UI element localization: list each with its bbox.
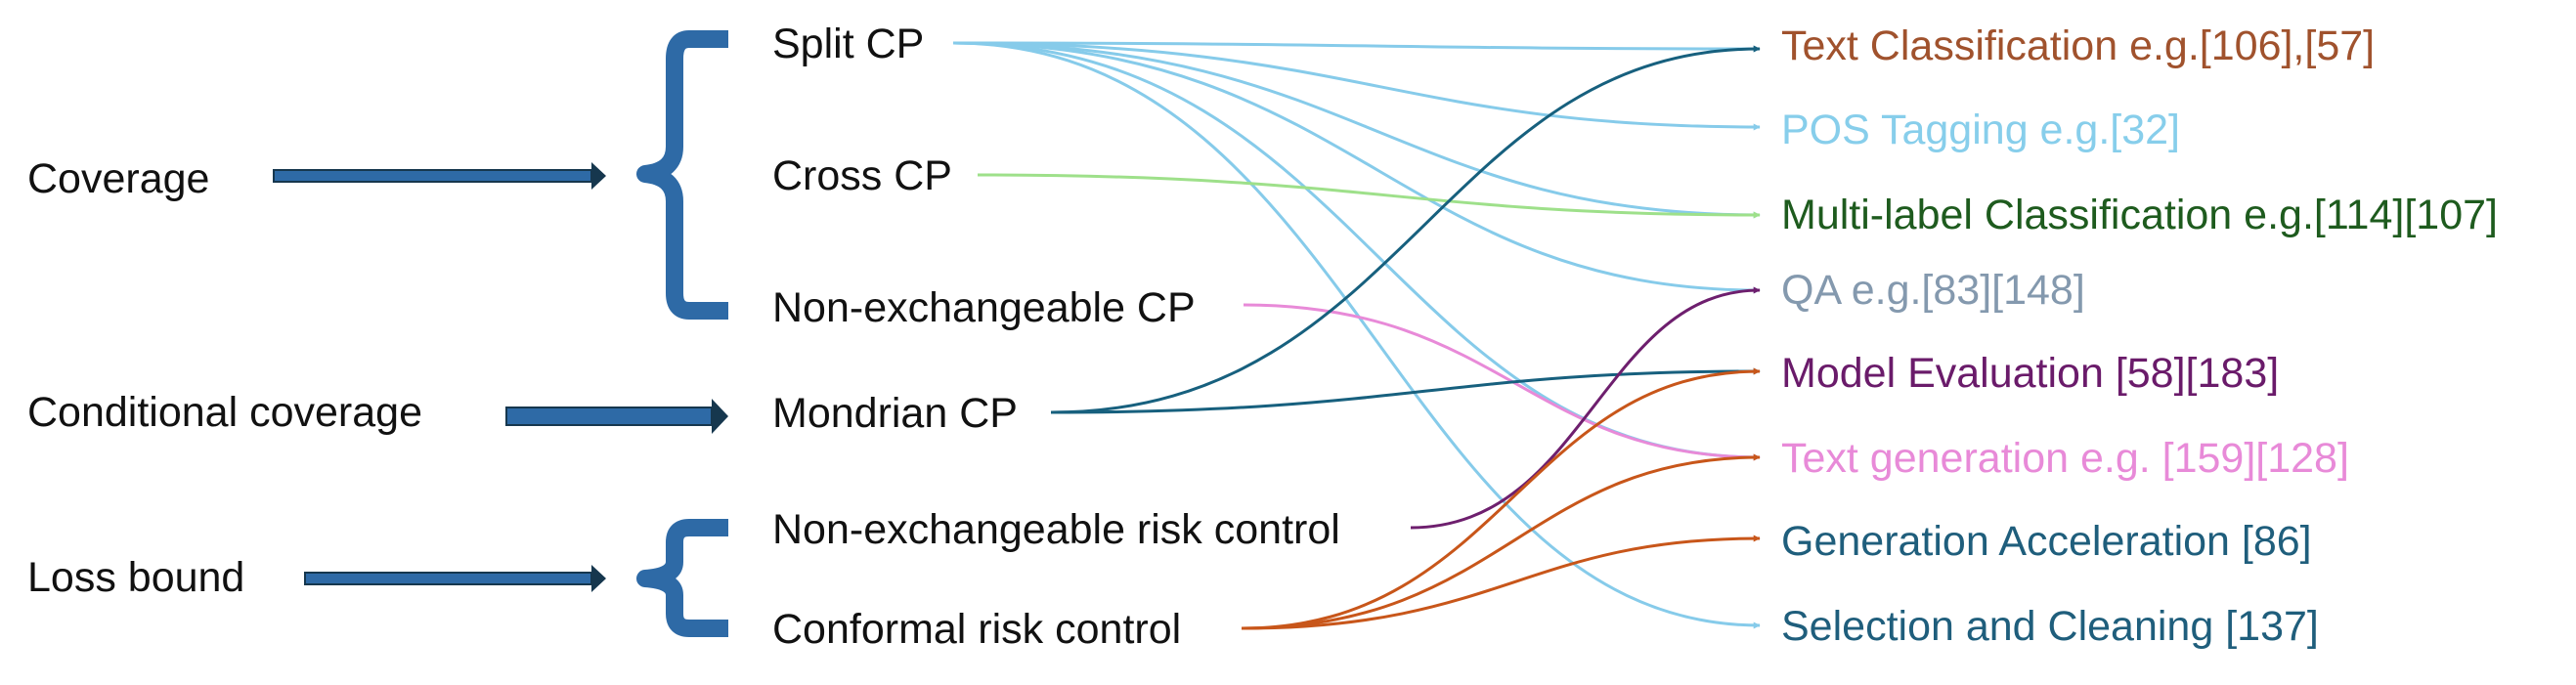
- outcome-conditional-coverage: Conditional coverage: [27, 389, 422, 436]
- method-mondrian-cp: Mondrian CP: [772, 390, 1018, 437]
- link-mondrian-to-textcls: [1050, 45, 1761, 414]
- link-crc-to-textgen: [1241, 453, 1761, 630]
- link-cross-to-multilabel: [977, 173, 1761, 219]
- method-conformal-risk-control: Conformal risk control: [772, 606, 1182, 653]
- link-crc-to-genacc: [1241, 535, 1761, 630]
- method-nonexchangeable-cp: Non-exchangeable CP: [772, 284, 1196, 331]
- app-text-generation: Text generation e.g. [159][128]: [1781, 435, 2349, 482]
- coverage-bracket: [636, 30, 728, 320]
- app-pos-tagging: POS Tagging e.g.[32]: [1781, 107, 2180, 153]
- app-model-evaluation: Model Evaluation [58][183]: [1781, 350, 2280, 397]
- loss-bound-arrow: [304, 565, 606, 592]
- link-split-to-qa: [952, 41, 1761, 294]
- outcome-loss-bound: Loss bound: [27, 554, 245, 601]
- app-text-classification: Text Classification e.g.[106],[57]: [1781, 22, 2376, 69]
- method-nonexchangeable-risk-control: Non-exchangeable risk control: [772, 506, 1340, 553]
- app-multilabel-classification: Multi-label Classification e.g.[114][107…: [1781, 192, 2498, 238]
- outcome-coverage: Coverage: [27, 155, 210, 202]
- loss-bound-bracket: [636, 519, 728, 637]
- link-nonexch_risk-to-qa: [1410, 286, 1761, 530]
- app-generation-acceleration: Generation Acceleration [86]: [1781, 518, 2312, 565]
- app-selection-and-cleaning: Selection and Cleaning [137]: [1781, 603, 2319, 650]
- link-split-to-textgen: [952, 41, 1761, 461]
- link-split-to-textcls: [952, 41, 1761, 53]
- method-split-cp: Split CP: [772, 21, 925, 67]
- link-crc-to-modeleval: [1241, 367, 1761, 630]
- method-cross-cp: Cross CP: [772, 152, 952, 199]
- link-split-to-pos: [952, 41, 1761, 131]
- link-mondrian-to-modeleval: [1050, 367, 1761, 414]
- link-split-to-selection: [952, 41, 1761, 629]
- conditional-coverage-arrow: [505, 399, 728, 434]
- app-qa: QA e.g.[83][148]: [1781, 267, 2085, 314]
- link-split-to-multilabel: [952, 41, 1761, 219]
- coverage-arrow: [273, 162, 606, 190]
